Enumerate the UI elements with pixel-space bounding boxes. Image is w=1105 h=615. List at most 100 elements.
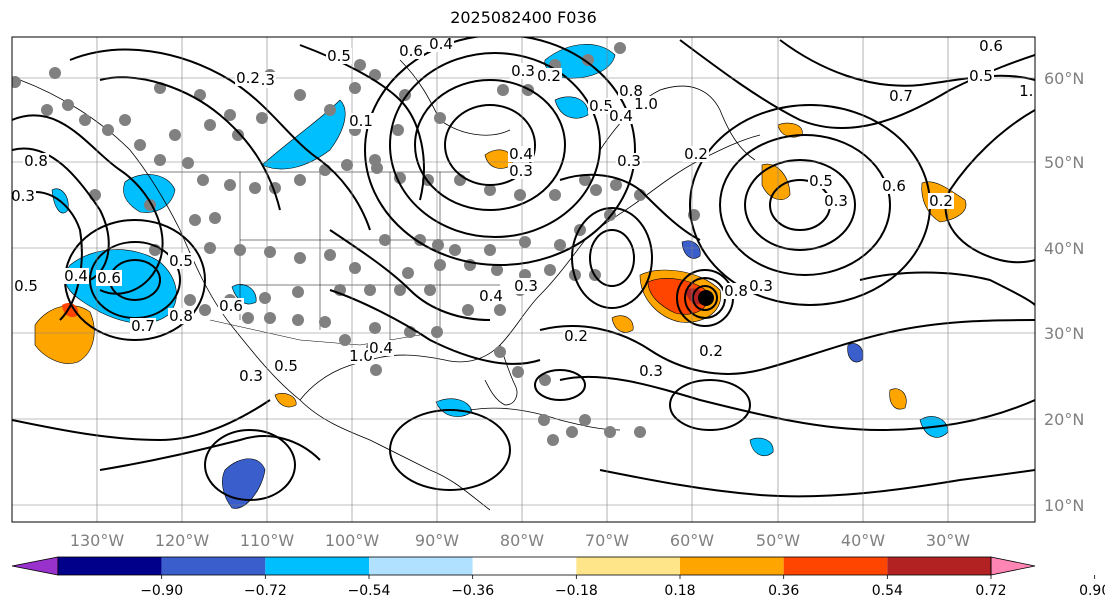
station-marker [62,99,74,111]
station-marker [582,54,594,66]
shaded-blue-pacific-south [222,458,266,509]
station-marker [79,114,91,126]
contour-label-bg [348,113,374,129]
contour-line [204,429,296,501]
station-marker [319,164,331,176]
colorbar-extend-low [11,556,59,576]
station-marker [539,374,551,386]
station-marker [154,154,166,166]
contour-label: 0.2 [236,69,260,87]
station-marker [614,42,626,54]
contour-label: 0.8 [619,82,643,100]
contour-label: 1.0 [634,95,658,113]
station-marker [197,174,209,186]
contour-label-bg [698,343,724,359]
contour-label-bg [618,83,644,99]
colorbar-segment [783,557,888,575]
station-marker [189,214,201,226]
station-marker [134,139,146,151]
shaded-orange-caribbean [611,315,634,333]
contour-line [414,79,566,211]
station-marker [634,426,646,438]
storm-center-marker [698,290,714,306]
longitude-label: 130°W [70,531,125,550]
shaded-blue-quebec [554,96,589,119]
contour-line [329,229,491,321]
latitude-labels: 60°N 50°N 40°N 30°N 20°N 10°N [1044,69,1084,515]
contour-label: 0.4 [509,145,533,163]
contour-line [719,134,891,276]
shaded-orange-pacific [34,305,95,364]
contour-label: 0.5 [327,47,351,65]
station-marker [204,119,216,131]
contour-line [669,379,751,431]
contour-line [944,109,1035,264]
contour-label: 0.3 [514,277,538,295]
station-marker [102,124,114,136]
colorbar-tick-label: −0.54 [348,583,391,599]
station-marker [394,172,406,184]
station-marker [259,292,271,304]
station-marker [519,236,531,248]
station-marker [89,189,101,201]
station-marker [182,157,194,169]
contour-label: 0.4 [369,339,393,357]
contour-line [559,375,1035,432]
shaded-orange-mexico [274,393,297,408]
colorbar-tick-label: 0.54 [872,583,903,599]
station-marker [484,184,496,196]
contour-label: 1.0 [349,347,373,365]
contour-label: 0.8 [24,152,48,170]
contour-label: 0.4 [429,35,453,53]
contour-label-bg [348,348,374,364]
station-marker [538,414,550,426]
latitude-label: 50°N [1044,153,1084,172]
station-marker [579,174,591,186]
colorbar-tick-label: 0.18 [664,583,695,599]
longitude-label: 120°W [155,531,210,550]
station-marker [292,286,304,298]
station-marker [566,426,578,438]
contour-label-bg [398,43,424,59]
contour-label-bg [723,283,749,299]
latitude-label: 40°N [1044,239,1084,258]
longitude-labels: 130°W 120°W 110°W 100°W 90°W 80°W 70°W 60°W 50°W… [70,531,970,550]
contour-label: 0.3 [639,362,663,380]
longitude-label: 100°W [325,531,380,550]
station-markers [12,42,700,446]
station-marker [41,104,53,116]
contour-label-bg [978,38,1004,54]
colorbar-extend-high [990,556,1036,576]
contour-label: 0.7 [131,317,155,335]
station-marker [484,244,496,256]
longitude-label: 110°W [240,531,295,550]
contour-line [599,469,1035,498]
station-marker [414,234,426,246]
shaded-blue-caribbean [749,437,774,456]
colorbar: −0.90 −0.72 −0.54 −0.36 −0.18 0.18 0.36 0.54 0.7… [11,556,1105,599]
contour-label: 0.3 [749,277,773,295]
station-marker [514,189,526,201]
station-marker [209,212,221,224]
colorbar-tick-label: 0.36 [768,583,799,599]
station-marker [512,366,524,378]
station-marker [232,129,244,141]
station-marker [199,304,211,316]
contour-label: 0.2 [537,67,561,85]
latitude-label: 10°N [1044,496,1084,515]
contour-label-bg [96,270,122,286]
station-marker [491,264,503,276]
map-frame [11,36,1036,523]
contour-line [571,207,653,309]
contour-label: 0.1 [349,112,373,130]
contour-label: 0.4 [479,287,503,305]
station-marker [579,414,591,426]
station-marker [294,252,306,264]
contour-line [539,319,1035,375]
station-marker [339,334,351,346]
station-marker [544,264,556,276]
latitude-label: 60°N [1044,69,1084,88]
contour-label-bg [508,163,534,179]
contour-label-bg [235,70,261,86]
colorbar-segment [680,557,784,575]
